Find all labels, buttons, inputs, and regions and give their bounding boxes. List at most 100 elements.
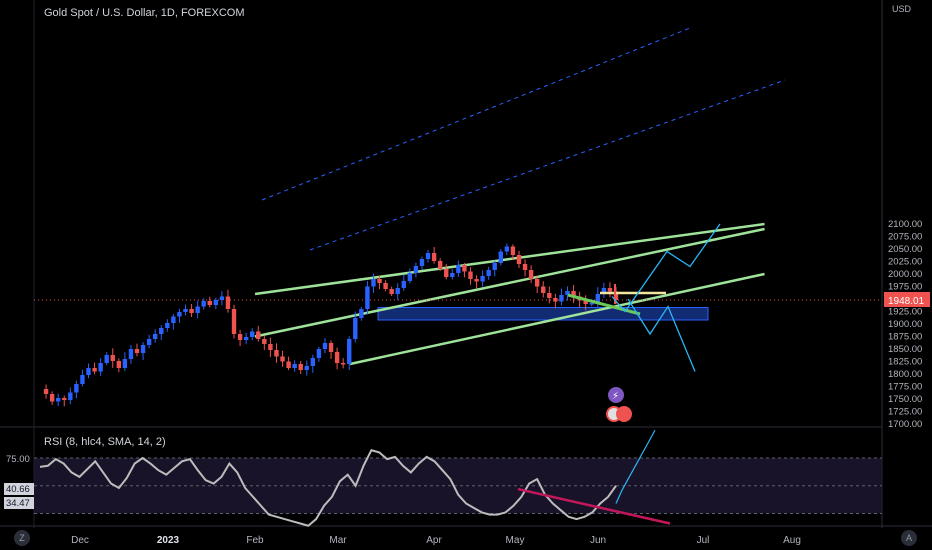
candle-body xyxy=(474,279,479,282)
breakdown-trendline[interactable] xyxy=(567,293,641,316)
candle-body xyxy=(468,271,473,279)
price-tick-label: 2050.00 xyxy=(888,244,922,255)
candle-body xyxy=(201,301,206,307)
candle-body xyxy=(298,364,303,370)
candle-body xyxy=(571,291,576,297)
bearish-projection-path[interactable] xyxy=(627,298,696,372)
candle-body xyxy=(310,358,316,366)
candle-body xyxy=(153,334,158,339)
candle-body xyxy=(189,309,194,313)
timezone-z-button[interactable]: Z xyxy=(14,530,30,546)
candle-body xyxy=(419,259,425,266)
time-tick-label: Dec xyxy=(71,535,89,546)
candle-body xyxy=(159,328,164,334)
candle-body xyxy=(86,368,91,375)
candle-body xyxy=(213,300,219,305)
candle-body xyxy=(407,273,413,281)
time-tick-label: Jul xyxy=(697,535,710,546)
candle-body xyxy=(304,366,309,370)
channel-line-middle[interactable] xyxy=(254,227,765,338)
candle-body xyxy=(195,306,200,313)
candle-body xyxy=(395,288,400,294)
price-tick-label: 1825.00 xyxy=(888,357,922,368)
rsi-value-text: 40.66 xyxy=(6,484,30,495)
rsi-value-text: 34.47 xyxy=(6,498,30,509)
time-tick-label: May xyxy=(506,535,525,546)
candle-body xyxy=(553,298,558,302)
candle-body xyxy=(68,392,73,400)
candle-body xyxy=(171,316,176,323)
candle-body xyxy=(534,279,540,287)
candle-body xyxy=(165,323,170,328)
last-price-text: 1948.01 xyxy=(888,296,925,307)
bullish-projection-path[interactable] xyxy=(611,223,721,313)
candle-body xyxy=(146,339,152,345)
candle-body xyxy=(250,331,255,337)
candle-body xyxy=(49,394,55,402)
currency-label: USD xyxy=(892,4,912,14)
candle-body xyxy=(401,281,406,288)
candle-body xyxy=(437,261,443,269)
channel-line-upper[interactable] xyxy=(254,222,765,296)
price-tick-label: 1925.00 xyxy=(888,307,922,318)
candle-body xyxy=(98,363,103,372)
auto-scale-button[interactable]: A xyxy=(901,530,917,546)
price-tick-label: 1700.00 xyxy=(888,419,922,430)
candle-body xyxy=(43,389,49,394)
candle-body xyxy=(292,364,297,368)
channel-midline-upper xyxy=(261,27,691,201)
candle-body xyxy=(486,270,491,276)
candle-body xyxy=(425,253,431,259)
candle-body xyxy=(219,296,225,300)
candle-body xyxy=(225,296,231,309)
price-tick-label: 1725.00 xyxy=(888,407,922,418)
candle-body xyxy=(328,343,334,352)
candle-body xyxy=(183,309,188,312)
candle-body xyxy=(128,349,134,359)
candle-body xyxy=(498,251,503,263)
candle-body xyxy=(110,355,115,361)
candle-body xyxy=(541,286,546,293)
candle-body xyxy=(492,263,497,270)
candle-body xyxy=(116,361,122,368)
rsi-label: RSI (8, hlc4, SMA, 14, 2) xyxy=(44,436,166,448)
lightning-event-icon[interactable] xyxy=(608,387,624,403)
channel-midline-lower xyxy=(309,79,786,251)
candle-body xyxy=(589,303,594,305)
time-tick-label: Jun xyxy=(590,535,606,546)
candle-body xyxy=(444,269,449,277)
price-tick-label: 2000.00 xyxy=(888,269,922,280)
candle-body xyxy=(353,318,358,339)
rsi-value-badge xyxy=(4,497,34,509)
candle-body xyxy=(231,309,237,334)
candle-body xyxy=(286,361,291,368)
us-flag-event-icon[interactable] xyxy=(616,406,632,422)
candle-body xyxy=(62,398,67,400)
candle-body xyxy=(413,266,419,273)
candle-body xyxy=(431,253,437,261)
candle-body xyxy=(268,344,273,350)
support-zone[interactable] xyxy=(377,307,709,321)
channel-line-lower[interactable] xyxy=(349,272,765,366)
lightning-glyph: ⚡ xyxy=(612,391,619,402)
candle-body xyxy=(528,270,534,279)
candle-body xyxy=(601,288,607,294)
price-tick-label: 2025.00 xyxy=(888,257,922,268)
time-tick-label: Apr xyxy=(426,535,442,546)
candle-body xyxy=(316,349,322,358)
candle-body xyxy=(480,276,485,282)
candle-body xyxy=(55,398,61,402)
last-price-badge xyxy=(884,291,930,307)
candle-body xyxy=(140,345,146,353)
candle-body xyxy=(322,343,328,349)
rsi-divergence-line[interactable] xyxy=(517,487,671,525)
price-tick-label: 1800.00 xyxy=(888,369,922,380)
candle-body xyxy=(516,255,522,264)
candle-body xyxy=(243,337,249,340)
rsi-projection-path[interactable] xyxy=(615,429,656,504)
candle-body xyxy=(340,363,346,365)
candle-body xyxy=(456,265,461,273)
candle-body xyxy=(134,349,140,353)
